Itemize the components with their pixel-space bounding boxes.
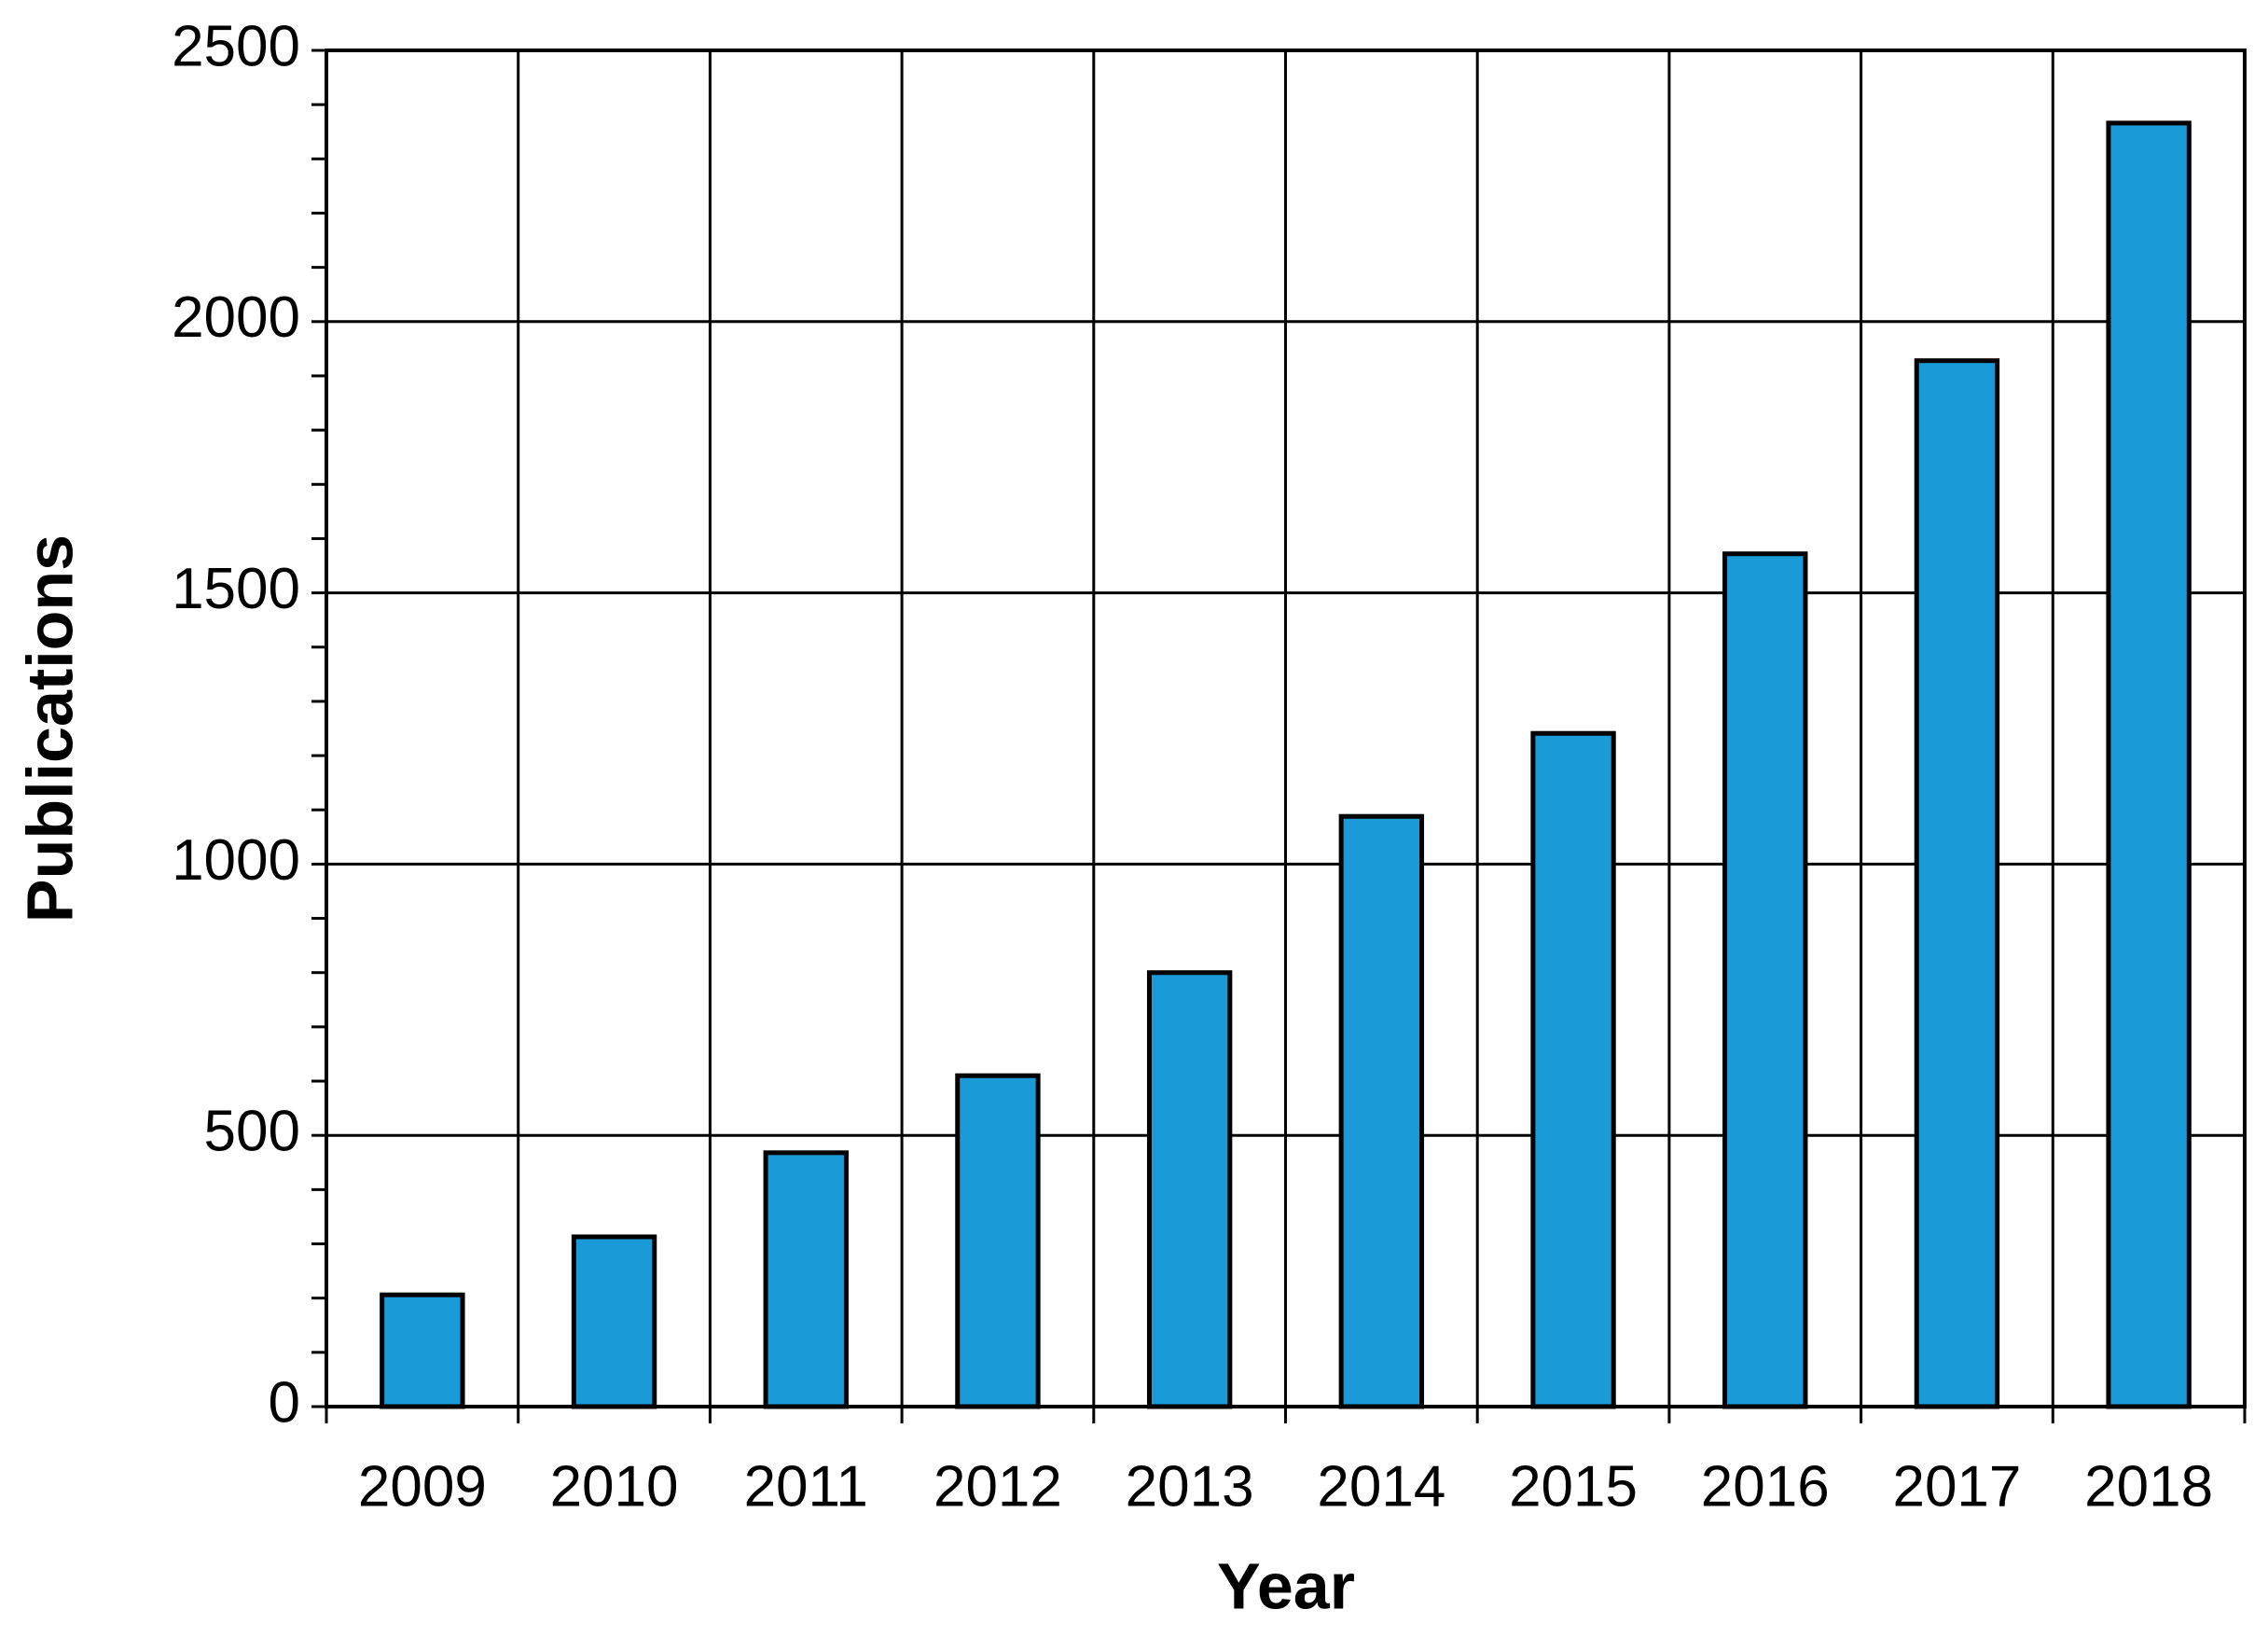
plot-frame	[325, 49, 2247, 1408]
y-tick-label: 1000	[172, 828, 300, 893]
y-tick-label: 2500	[172, 14, 300, 78]
y-tick-label: 500	[204, 1100, 300, 1164]
x-tick-label: 2018	[2084, 1454, 2213, 1519]
bar	[1722, 551, 1808, 1409]
bar	[380, 1292, 465, 1409]
x-tick-label: 2015	[1509, 1454, 1638, 1519]
x-tick-label: 2009	[358, 1454, 487, 1519]
bar	[955, 1073, 1041, 1409]
x-tick-label: 2012	[933, 1454, 1062, 1519]
bar	[1338, 813, 1425, 1409]
y-axis-label: Publications	[13, 534, 86, 923]
x-tick-label: 2013	[1126, 1454, 1254, 1519]
x-tick-label: 2011	[744, 1454, 868, 1519]
bar	[1530, 730, 1616, 1409]
bar	[2106, 120, 2192, 1409]
y-tick-label: 1500	[172, 557, 300, 621]
bar	[1146, 970, 1233, 1409]
x-tick-label: 2017	[1892, 1454, 2021, 1519]
x-axis-label: Year	[1217, 1549, 1355, 1622]
x-tick-label: 2014	[1317, 1454, 1445, 1519]
x-tick-label: 2010	[550, 1454, 679, 1519]
bar	[763, 1150, 849, 1409]
y-tick-label: 2000	[172, 285, 300, 350]
y-tick-label: 0	[269, 1370, 300, 1435]
x-tick-label: 2016	[1701, 1454, 1830, 1519]
bar	[1914, 358, 2000, 1409]
bar	[571, 1234, 657, 1409]
